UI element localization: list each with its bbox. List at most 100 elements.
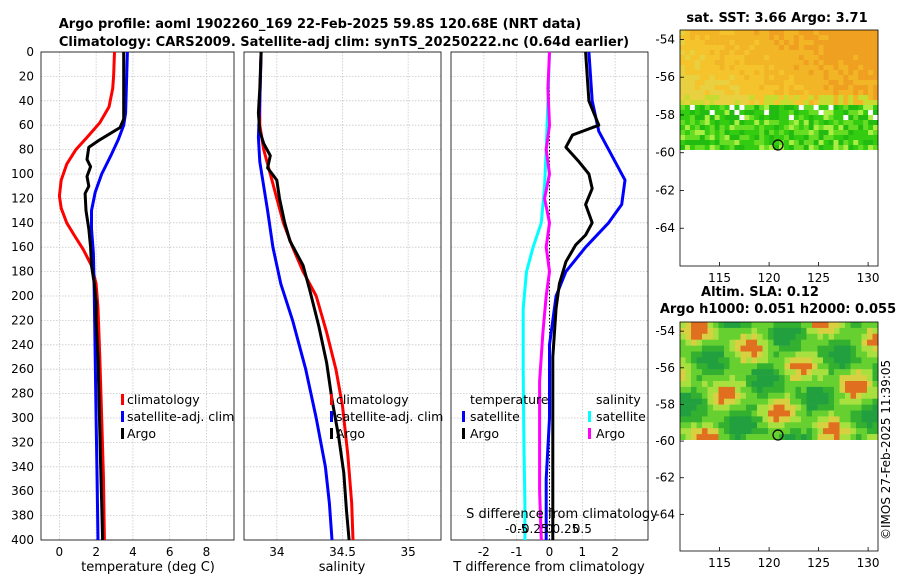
- sst-cell: [739, 145, 745, 151]
- sla-cell: [680, 404, 686, 411]
- sst-cell: [764, 35, 770, 41]
- sst-cell: [744, 75, 750, 81]
- sst-cell: [774, 45, 780, 51]
- sla-cell: [850, 351, 857, 358]
- sst-cell: [783, 30, 790, 36]
- sla-cell: [713, 434, 719, 441]
- sst-cell: [818, 75, 824, 81]
- sla-cell: [867, 386, 873, 394]
- sst-cell: [694, 145, 701, 151]
- sla-cell: [735, 386, 741, 394]
- sst-cell: [774, 95, 780, 101]
- sst-cell: [774, 125, 780, 131]
- sla-cell: [839, 339, 846, 346]
- sst-no-data: [680, 150, 878, 266]
- sst-cell: [769, 75, 775, 81]
- sst-cell: [798, 90, 805, 96]
- sla-cell: [834, 369, 840, 376]
- sst-cell: [828, 45, 834, 51]
- sla-cell: [762, 386, 769, 394]
- sst-cell: [813, 100, 819, 106]
- sla-cell: [823, 339, 829, 346]
- sst-cell: [843, 85, 849, 91]
- sst-cell: [813, 90, 819, 96]
- sst-cell: [803, 120, 809, 126]
- sst-cell: [719, 30, 725, 36]
- sst-cell: [873, 130, 879, 136]
- sla-cell: [718, 381, 725, 388]
- sla-cell: [740, 398, 747, 405]
- sst-cell: [788, 55, 795, 61]
- sst-cell: [699, 35, 706, 41]
- sst-cell: [868, 120, 874, 126]
- sla-cell: [861, 322, 868, 329]
- sst-cell: [680, 30, 686, 36]
- depth-tick-300: 300: [11, 411, 34, 425]
- sla-cell: [707, 434, 714, 441]
- sst-cell: [783, 120, 790, 126]
- sla-cell: [823, 363, 829, 370]
- sst-cell: [774, 110, 780, 116]
- sst-cell: [729, 55, 735, 61]
- sla-cell: [779, 351, 785, 358]
- depth-tick-320: 320: [11, 435, 34, 449]
- sst-cell: [863, 130, 869, 136]
- sst-cell: [853, 145, 859, 151]
- sst-cell: [828, 135, 834, 141]
- sla-cell: [861, 428, 868, 435]
- sst-cell: [779, 100, 785, 106]
- sst-cell: [744, 60, 750, 66]
- sst-cell: [734, 115, 740, 121]
- sla-cell: [768, 422, 774, 429]
- sla-cell: [713, 410, 719, 417]
- sst-cell: [798, 50, 805, 56]
- sst-cell: [714, 135, 720, 141]
- sst-cell: [764, 105, 770, 111]
- sst-cell: [744, 85, 750, 91]
- depth-tick-260: 260: [11, 362, 34, 376]
- sla-cell: [784, 386, 791, 394]
- sla-cell: [685, 345, 692, 352]
- sst-cell: [843, 30, 849, 36]
- sla-cell: [707, 404, 714, 411]
- sst-cell: [754, 60, 760, 66]
- sla-cell: [784, 410, 791, 417]
- sla-ytick--54: -54: [655, 324, 675, 338]
- sst-cell: [793, 120, 800, 126]
- sst-cell: [793, 145, 800, 151]
- sst-cell: [798, 65, 805, 71]
- sst-cell: [754, 145, 760, 151]
- sst-cell: [704, 125, 710, 131]
- sst-cell: [719, 40, 725, 46]
- sst-cell: [744, 70, 750, 76]
- sst-cell: [793, 40, 800, 46]
- sla-cell: [795, 351, 802, 358]
- sla-cell: [828, 386, 835, 394]
- sst-cell: [709, 40, 715, 46]
- sla-cell: [823, 381, 829, 388]
- sst-cell: [783, 65, 790, 71]
- sst-cell: [704, 35, 710, 41]
- sst-cell: [684, 50, 691, 56]
- sla-cell: [817, 386, 824, 394]
- sst-cell: [709, 85, 715, 91]
- legend-salinity-title: salinity: [596, 392, 641, 407]
- sst-cell: [704, 55, 710, 61]
- sla-cell: [735, 375, 741, 382]
- sst-cell: [739, 55, 745, 61]
- sla-cell: [845, 375, 851, 382]
- sst-cell: [848, 70, 854, 76]
- sst-cell: [680, 95, 686, 101]
- sst-cell: [739, 100, 745, 106]
- sst-cell: [744, 65, 750, 71]
- sst-cell: [838, 90, 844, 96]
- sst-cell: [848, 40, 854, 46]
- sla-cell: [680, 410, 686, 417]
- sla-cell: [828, 381, 835, 388]
- sst-cell: [719, 125, 725, 131]
- sla-map-title-2: Argo h1000: 0.051 h2000: 0.055: [660, 302, 896, 317]
- sla-cell: [718, 392, 725, 399]
- sst-cell: [739, 125, 745, 131]
- sst-cell: [788, 130, 795, 136]
- sst-heatmap-cells: [680, 30, 879, 151]
